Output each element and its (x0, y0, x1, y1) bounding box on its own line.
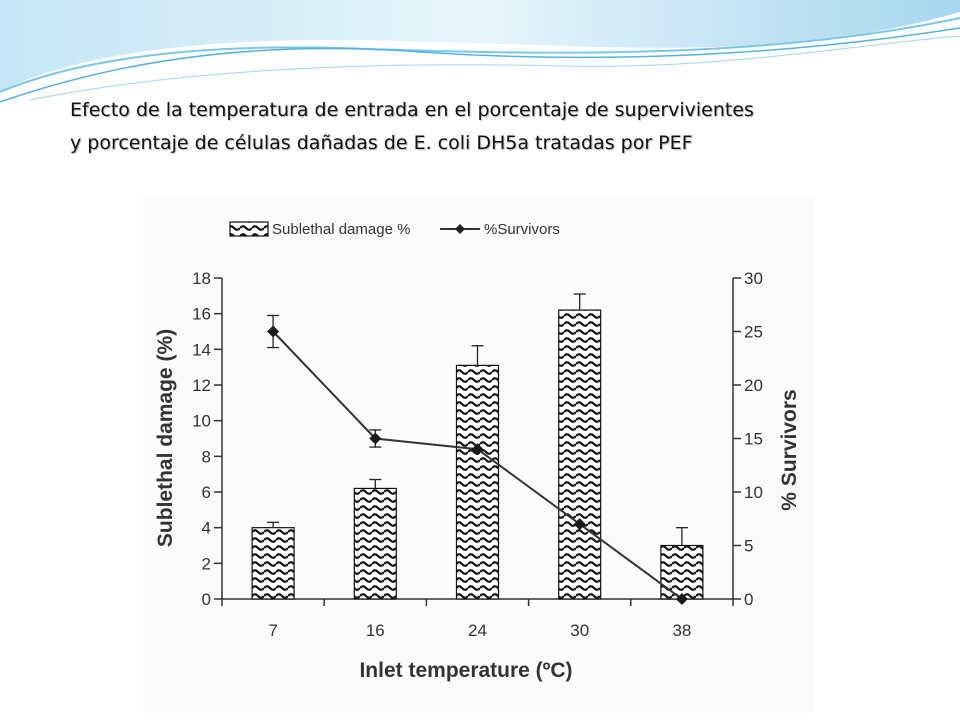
slide-title-line-2: y porcentaje de células dañadas de E. co… (70, 132, 693, 154)
bar-sublethal-damage (353, 487, 397, 600)
right-y-tick-label: 25 (744, 323, 763, 342)
right-y-tick-label: 0 (744, 590, 753, 609)
right-axis-title: % Survivors (778, 389, 801, 510)
left-y-tick-label: 14 (192, 340, 211, 359)
x-tick-label: 38 (672, 621, 691, 640)
slide-title: Efecto de la temperatura de entrada en e… (70, 94, 940, 160)
survivors-point (369, 432, 382, 445)
bar-sublethal-damage (455, 364, 500, 600)
legend-label-survivors: %Survivors (484, 221, 560, 238)
left-y-tick-label: 12 (192, 376, 211, 395)
left-y-tick-label: 16 (192, 305, 211, 324)
right-y-tick-label: 20 (744, 376, 763, 395)
left-y-tick-label: 6 (202, 483, 211, 502)
right-y-tick-label: 5 (744, 537, 753, 556)
chart-svg: Sublethal damage % %Survivors 0246810121… (154, 221, 801, 682)
left-y-tick-label: 2 (202, 554, 211, 573)
x-tick-label: 16 (366, 621, 385, 640)
chart-legend: Sublethal damage % %Survivors (229, 221, 560, 238)
bar-sublethal-damage (558, 309, 602, 600)
bar-sublethal-damage (251, 527, 295, 600)
slide-title-line-1: Efecto de la temperatura de entrada en e… (70, 99, 754, 121)
x-tick-label: 7 (268, 621, 277, 640)
x-tick-label: 24 (468, 621, 487, 640)
legend-marker-survivors (455, 224, 465, 234)
left-y-tick-label: 0 (202, 590, 211, 609)
left-axis-title: Sublethal damage (%) (154, 329, 177, 547)
left-y-tick-label: 8 (202, 447, 211, 466)
bar-sublethal-damage (660, 544, 704, 600)
right-y-tick-label: 30 (744, 269, 763, 288)
left-y-tick-label: 18 (192, 269, 211, 288)
survivors-point (675, 593, 688, 605)
survivors-point (573, 518, 586, 531)
x-axis-title: Inlet temperature (ºC) (359, 659, 572, 682)
legend-label-sublethal: Sublethal damage % (272, 221, 410, 238)
chart-figure: Sublethal damage % %Survivors 0 2 4 6 8 10 12 1… (140, 198, 814, 713)
x-tick-label: 30 (570, 621, 589, 640)
legend-swatch-sublethal (229, 221, 269, 237)
header-wave-decoration (0, 0, 960, 103)
survivors-point (471, 443, 484, 456)
right-y-tick-label: 15 (744, 430, 763, 449)
left-y-tick-label: 10 (192, 412, 211, 431)
left-y-tick-label: 4 (202, 519, 211, 538)
right-y-tick-label: 10 (744, 483, 763, 502)
survivors-point (267, 325, 280, 338)
